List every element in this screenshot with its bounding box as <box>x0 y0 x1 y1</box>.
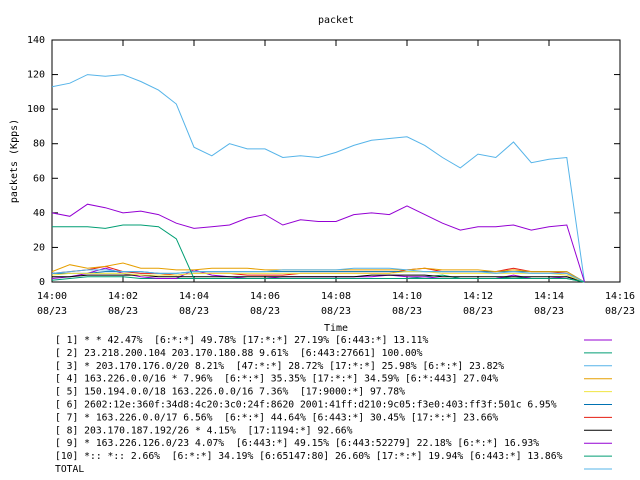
y-tick-label: 60 <box>33 173 45 184</box>
legend-label: [ 3] * 203.170.176.0/20 8.21% [47:*:*] 2… <box>55 361 504 372</box>
y-axis-label: packets (Kpps) <box>9 119 20 203</box>
x-tick-date: 08/23 <box>463 306 493 317</box>
x-tick-label: 14:08 <box>321 291 351 302</box>
x-tick-label: 14:14 <box>534 291 564 302</box>
legend-label: [ 7] * 163.226.0.0/17 6.56% [6:*:*] 44.6… <box>55 412 498 423</box>
series-line <box>51 203 585 283</box>
legend-label: [ 5] 150.194.0.0/18 163.226.0.0/16 7.36%… <box>55 387 405 398</box>
x-tick-date: 08/23 <box>605 306 635 317</box>
x-tick-date: 08/23 <box>250 306 280 317</box>
x-tick-date: 08/23 <box>392 306 422 317</box>
y-tick-label: 140 <box>27 35 45 46</box>
x-tick-date: 08/23 <box>37 306 67 317</box>
y-tick-label: 0 <box>39 277 45 288</box>
x-tick-date: 08/23 <box>108 306 138 317</box>
x-tick-date: 08/23 <box>179 306 209 317</box>
x-tick-label: 14:12 <box>463 291 493 302</box>
y-tick-label: 40 <box>33 208 45 219</box>
series-line <box>51 74 585 283</box>
legend-label: [ 8] 203.170.187.192/26 * 4.15% [17:1194… <box>55 425 353 436</box>
legend-label: [ 4] 163.226.0.0/16 * 7.96% [6:*:*] 35.3… <box>55 374 498 385</box>
legend-label: [ 1] * * 42.47% [6:*:*] 49.78% [17:*:*] … <box>55 335 428 346</box>
x-tick-label: 14:10 <box>392 291 422 302</box>
series-line <box>52 224 585 283</box>
legend-label: [10] *:: *:: 2.66% [6:*:*] 34.19% [6:651… <box>55 451 563 462</box>
y-tick-label: 80 <box>33 139 45 150</box>
legend-label: [ 9] * 163.226.126.0/23 4.07% [6:443:*] … <box>55 438 539 449</box>
x-tick-label: 14:00 <box>37 291 67 302</box>
legend-label: [ 6] 2602:12e:360f:34d8:4c20:3c0:24f:862… <box>55 400 557 411</box>
x-tick-label: 14:02 <box>108 291 138 302</box>
x-tick-label: 14:04 <box>179 291 209 302</box>
legend-label: [ 2] 23.218.200.104 203.170.180.88 9.61%… <box>55 348 423 359</box>
x-tick-label: 14:06 <box>250 291 280 302</box>
x-tick-label: 14:16 <box>605 291 635 302</box>
legend-label: TOTAL <box>55 464 84 475</box>
x-tick-date: 08/23 <box>534 306 564 317</box>
y-tick-label: 100 <box>27 104 45 115</box>
x-tick-date: 08/23 <box>321 306 351 317</box>
y-tick-label: 20 <box>33 242 45 253</box>
x-axis-label: Time <box>324 323 348 334</box>
chart-title: packet <box>318 15 354 26</box>
y-tick-label: 120 <box>27 70 45 81</box>
series-line <box>51 267 585 283</box>
